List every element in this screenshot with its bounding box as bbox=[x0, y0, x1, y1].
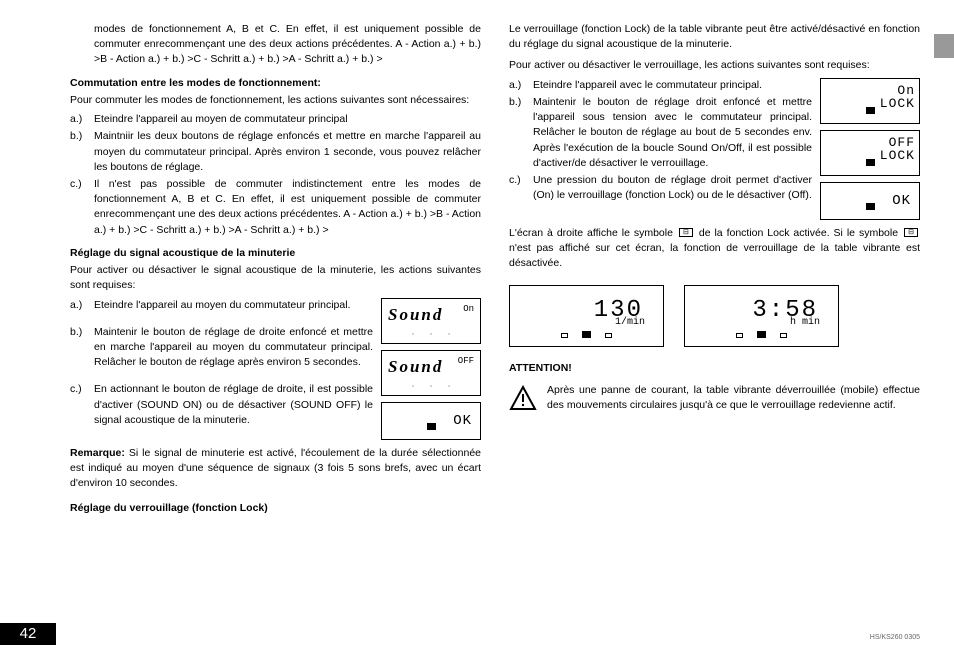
lcd-buttons bbox=[821, 157, 919, 172]
text-span: L'écran à droite affiche le symbole bbox=[509, 227, 677, 239]
list-text: Maintenir le bouton de réglage droit enf… bbox=[533, 95, 812, 171]
lock-intro-1: Le verrouillage (fonction Lock) de la ta… bbox=[509, 22, 920, 52]
remark-para: Remarque: Si le signal de minuterie est … bbox=[70, 446, 481, 492]
lcd-lock-on: On LOCK bbox=[820, 78, 920, 124]
list-item: c.) Une pression du bouton de réglage dr… bbox=[509, 173, 812, 203]
column-left: modes de fonctionnement A, B et C. En ef… bbox=[70, 22, 481, 518]
sound-list-block: a.) Eteindre l'appareil au moyen du comm… bbox=[70, 298, 481, 440]
lcd-buttons bbox=[382, 421, 480, 436]
large-lcd-row: 130 1/min 3:58 h min bbox=[509, 285, 920, 347]
list-sound: a.) Eteindre l'appareil au moyen du comm… bbox=[70, 298, 373, 431]
list-label: a.) bbox=[509, 78, 533, 93]
lock-icon: ⊟ bbox=[679, 228, 693, 237]
lcd-ok: OK bbox=[820, 182, 920, 220]
lcd-text: Sound bbox=[388, 303, 443, 328]
lcd-rpm: 130 1/min bbox=[509, 285, 664, 347]
lcd-sound-on: Sound On · · · bbox=[381, 298, 481, 344]
list-item: b.) Maintenir le bouton de réglage de dr… bbox=[70, 325, 373, 371]
page-tab bbox=[934, 34, 954, 58]
list-lock: a.) Eteindre l'appareil avec le commutat… bbox=[509, 78, 812, 206]
list-item: c.) Il n'est pas possible de commuter in… bbox=[70, 177, 481, 238]
list-label: b.) bbox=[70, 129, 94, 175]
list-text: Maintenir le bouton de réglage de droite… bbox=[94, 325, 373, 371]
list-item: a.) Eteindre l'appareil avec le commutat… bbox=[509, 78, 812, 93]
list-label: a.) bbox=[70, 298, 94, 313]
heading-commutation: Commutation entre les modes de fonctionn… bbox=[70, 76, 481, 91]
remark-text: Si le signal de minuterie est activé, l'… bbox=[70, 447, 481, 489]
lock-intro-2: Pour activer ou désactiver le verrouilla… bbox=[509, 58, 920, 73]
list-label: c.) bbox=[70, 382, 94, 428]
lcd-lock-off: OFF LOCK bbox=[820, 130, 920, 176]
remark-label: Remarque: bbox=[70, 447, 125, 459]
para-sound: Pour activer ou désactiver le signal aco… bbox=[70, 263, 481, 293]
lcd-dots: · · · bbox=[382, 383, 480, 392]
sound-displays: Sound On · · · Sound OFF · · · OK bbox=[381, 298, 481, 440]
lcd-buttons bbox=[510, 329, 663, 344]
lcd-buttons bbox=[685, 329, 838, 344]
column-right: Le verrouillage (fonction Lock) de la ta… bbox=[509, 22, 920, 518]
text-span: de la fonction Lock activée. Si le symbo… bbox=[695, 227, 902, 239]
list-item: b.) Maintniir les deux boutons de réglag… bbox=[70, 129, 481, 175]
lock-icon: ⊟ bbox=[904, 228, 918, 237]
lock-displays: On LOCK OFF LOCK OK bbox=[820, 78, 920, 220]
footer-code: HS/KS260 0305 bbox=[870, 633, 920, 643]
lcd-buttons bbox=[821, 201, 919, 216]
list-text: Eteindre l'appareil au moyen de commutat… bbox=[94, 112, 481, 127]
list-text: Une pression du bouton de réglage droit … bbox=[533, 173, 812, 203]
list-label: c.) bbox=[509, 173, 533, 203]
list-item: a.) Eteindre l'appareil au moyen du comm… bbox=[70, 298, 373, 313]
lcd-dots: · · · bbox=[382, 331, 480, 340]
attention-block: Après une panne de courant, la table vib… bbox=[509, 383, 920, 416]
list-text: Maintniir les deux boutons de réglage en… bbox=[94, 129, 481, 175]
list-item: c.) En actionnant le bouton de réglage d… bbox=[70, 382, 373, 428]
warning-icon bbox=[509, 385, 537, 416]
intro-para: modes de fonctionnement A, B et C. En ef… bbox=[94, 22, 481, 68]
para-commutation: Pour commuter les modes de fonctionnemen… bbox=[70, 93, 481, 108]
lcd-buttons bbox=[821, 105, 919, 120]
list-label: b.) bbox=[509, 95, 533, 171]
attention-text: Après une panne de courant, la table vib… bbox=[547, 383, 920, 413]
heading-sound: Réglage du signal acoustique de la minut… bbox=[70, 246, 481, 261]
lcd-indicator: On bbox=[463, 303, 474, 316]
list-label: b.) bbox=[70, 325, 94, 371]
lcd-ok: OK bbox=[381, 402, 481, 440]
list-text: Eteindre l'appareil au moyen du commutat… bbox=[94, 298, 373, 313]
text-span: n'est pas affiché sur cet écran, la fonc… bbox=[509, 242, 920, 269]
list-item: b.) Maintenir le bouton de réglage droit… bbox=[509, 95, 812, 171]
list-commutation: a.) Eteindre l'appareil au moyen de comm… bbox=[70, 112, 481, 238]
list-text: Il n'est pas possible de commuter indist… bbox=[94, 177, 481, 238]
list-text: Eteindre l'appareil avec le commutateur … bbox=[533, 78, 812, 93]
lock-symbol-para: L'écran à droite affiche le symbole ⊟ de… bbox=[509, 226, 920, 272]
list-item: a.) Eteindre l'appareil au moyen de comm… bbox=[70, 112, 481, 127]
page-number: 42 bbox=[0, 623, 56, 645]
list-label: a.) bbox=[70, 112, 94, 127]
list-text: En actionnant le bouton de réglage de dr… bbox=[94, 382, 373, 428]
heading-lock: Réglage du verrouillage (fonction Lock) bbox=[70, 501, 481, 516]
lcd-sound-off: Sound OFF · · · bbox=[381, 350, 481, 396]
lcd-text: Sound bbox=[388, 355, 443, 380]
lock-list-block: a.) Eteindre l'appareil avec le commutat… bbox=[509, 78, 920, 220]
lcd-indicator: OFF bbox=[458, 355, 474, 368]
two-column-layout: modes de fonctionnement A, B et C. En ef… bbox=[70, 22, 920, 518]
list-label: c.) bbox=[70, 177, 94, 238]
lcd-time: 3:58 h min bbox=[684, 285, 839, 347]
attention-heading: ATTENTION! bbox=[509, 361, 920, 376]
